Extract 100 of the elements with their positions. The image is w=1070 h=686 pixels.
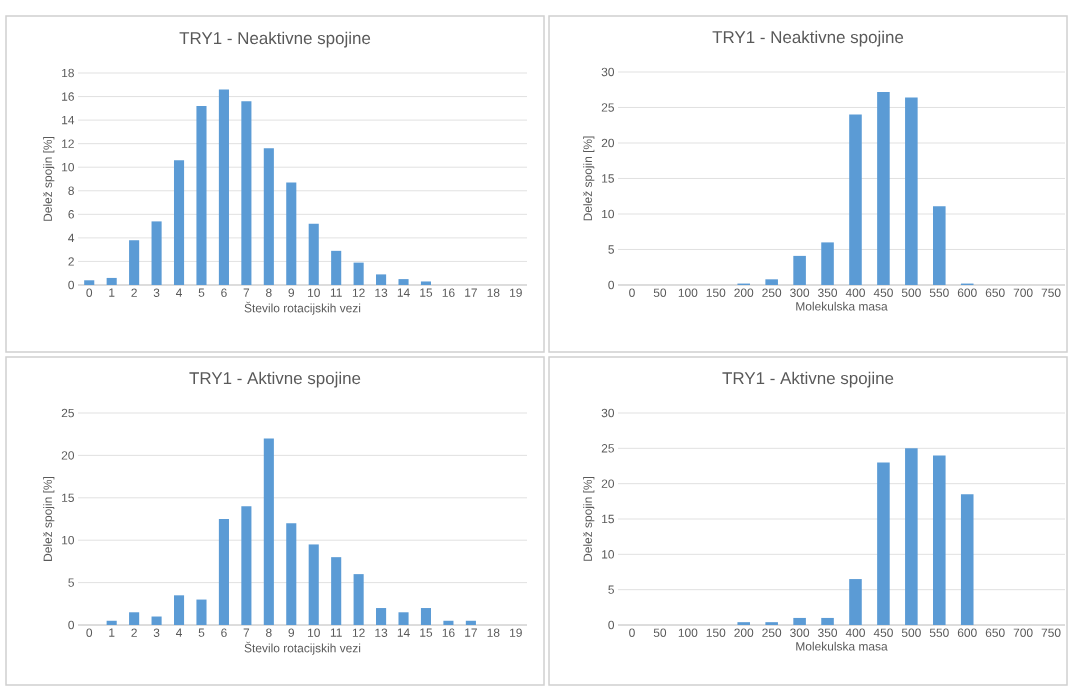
bar <box>398 279 409 285</box>
x-tick-label: 13 <box>375 628 388 637</box>
bar <box>420 608 432 625</box>
y-tick-label: 5 <box>68 578 74 587</box>
x-tick-label: 400 <box>845 628 865 637</box>
x-tick-label: 17 <box>465 628 477 637</box>
bar <box>465 620 476 625</box>
x-tick-label: 7 <box>243 628 250 637</box>
bar <box>308 223 319 285</box>
y-tick-label: 20 <box>601 138 615 148</box>
bar <box>218 519 229 625</box>
bar <box>263 148 274 285</box>
y-tick-label: 25 <box>61 408 74 418</box>
bar <box>151 616 162 625</box>
y-tick-label: 25 <box>601 444 614 453</box>
x-tick-label: 750 <box>1041 288 1061 297</box>
bar <box>905 448 918 625</box>
x-tick-label: 150 <box>706 628 726 637</box>
y-tick-label: 10 <box>62 535 75 545</box>
x-tick-label: 700 <box>1013 288 1033 297</box>
x-tick-label: 10 <box>307 288 320 297</box>
x-tick-label: 16 <box>442 288 455 297</box>
bar <box>286 523 297 625</box>
bar <box>443 620 454 625</box>
x-tick-label: 18 <box>487 628 500 637</box>
bar <box>933 206 946 285</box>
y-tick-label: 10 <box>62 162 75 172</box>
y-tick-label: 5 <box>608 585 614 594</box>
x-tick-label: 9 <box>288 628 295 637</box>
bar <box>376 274 387 285</box>
y-tick-label: 0 <box>608 280 615 290</box>
x-tick-label: 6 <box>221 288 227 297</box>
x-tick-label: 0 <box>86 628 93 637</box>
x-tick-label: 11 <box>330 628 342 637</box>
x-tick-label: 450 <box>873 628 893 637</box>
bar <box>765 622 778 625</box>
x-tick-label: 600 <box>957 288 977 297</box>
bar <box>905 97 918 285</box>
y-tick-label: 20 <box>601 479 615 488</box>
x-tick-label: 4 <box>175 628 182 637</box>
x-tick-label: 3 <box>153 628 160 637</box>
x-tick-label: 18 <box>487 288 500 297</box>
bar <box>106 277 117 285</box>
bar <box>933 455 946 625</box>
x-tick-label: 9 <box>288 288 295 297</box>
x-tick-label: 300 <box>790 628 810 637</box>
x-tick-label: 300 <box>790 288 810 297</box>
y-tick-label: 2 <box>68 257 74 266</box>
bar <box>849 114 862 285</box>
x-axis-title: Število rotacijskih vezi <box>244 641 361 655</box>
bar <box>353 262 364 285</box>
chart-title: TRY1 - Neaktivne spojine <box>179 31 371 48</box>
x-tick-label: 200 <box>734 628 754 637</box>
bar <box>849 579 862 625</box>
x-tick-label: 700 <box>1013 628 1033 637</box>
x-tick-label: 0 <box>629 628 635 637</box>
x-tick-label: 6 <box>221 628 227 637</box>
y-tick-label: 30 <box>601 67 615 77</box>
bar <box>737 622 751 625</box>
bar <box>331 250 342 285</box>
chart-title: TRY1 - Aktivne spojine <box>189 371 361 388</box>
bar <box>398 612 409 625</box>
bar <box>353 574 364 625</box>
y-tick-label: 16 <box>62 92 74 101</box>
x-tick-label: 550 <box>929 288 949 297</box>
x-tick-label: 750 <box>1041 628 1061 637</box>
x-tick-label: 12 <box>352 288 365 297</box>
y-tick-label: 20 <box>61 451 75 460</box>
x-tick-label: 3 <box>153 288 160 297</box>
y-tick-label: 15 <box>602 174 614 183</box>
x-tick-label: 16 <box>442 628 455 637</box>
y-tick-label: 5 <box>608 245 614 254</box>
y-axis-title: Delež spojin [%] <box>43 477 55 561</box>
x-tick-label: 15 <box>420 288 433 297</box>
x-tick-label: 2 <box>131 288 137 297</box>
x-tick-label: 100 <box>678 628 698 637</box>
bar <box>129 612 140 625</box>
bar <box>84 280 95 285</box>
bar <box>960 494 974 625</box>
x-tick-label: 5 <box>198 288 205 297</box>
y-tick-label: 8 <box>68 186 74 195</box>
x-tick-label: 250 <box>762 628 782 637</box>
bar <box>173 595 185 625</box>
bar <box>793 617 806 625</box>
x-tick-label: 250 <box>762 288 782 297</box>
y-tick-label: 4 <box>68 233 75 242</box>
bar <box>263 438 274 625</box>
x-tick-label: 650 <box>985 628 1005 637</box>
bar <box>129 240 140 285</box>
y-tick-label: 0 <box>68 620 75 630</box>
y-tick-label: 0 <box>68 280 75 290</box>
x-tick-label: 200 <box>734 288 754 297</box>
y-tick-label: 10 <box>602 209 615 219</box>
x-tick-label: 12 <box>352 628 365 637</box>
x-tick-label: 10 <box>307 628 320 637</box>
bar <box>821 242 834 285</box>
y-axis-title: Delež spojin [%] <box>43 137 55 221</box>
bar <box>151 221 162 285</box>
bar <box>821 617 834 625</box>
y-tick-label: 14 <box>62 116 75 125</box>
